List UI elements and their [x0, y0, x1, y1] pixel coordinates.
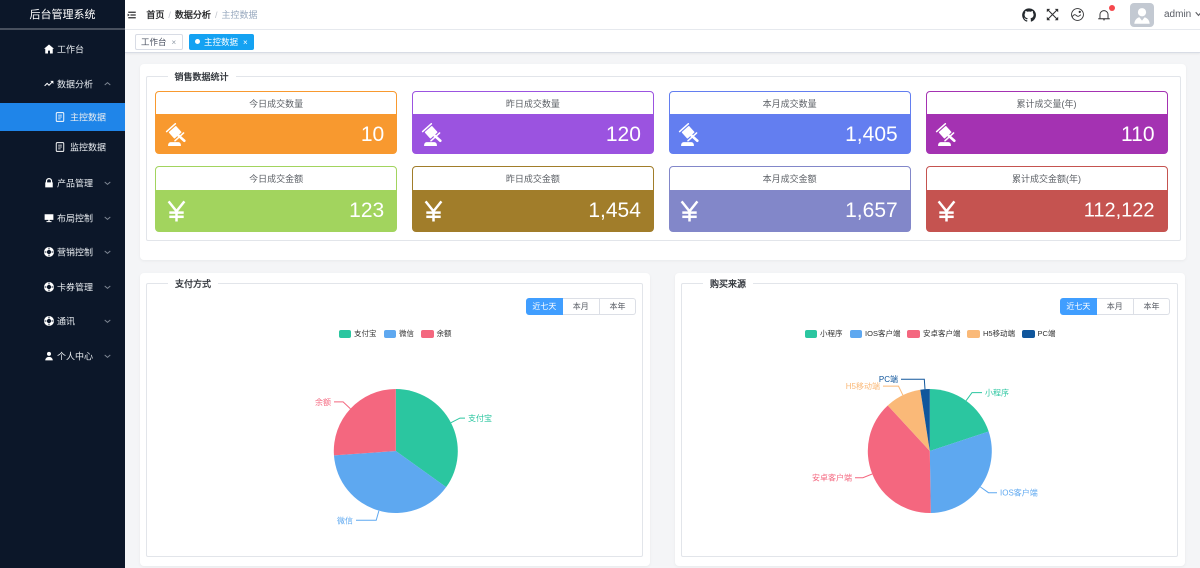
- svg-text:小程序: 小程序: [985, 387, 1009, 397]
- svg-text:安卓客户端: 安卓客户端: [812, 473, 852, 483]
- svg-text:微信: 微信: [337, 515, 353, 525]
- svg-text:IOS客户端: IOS客户端: [1000, 488, 1038, 498]
- svg-text:余额: 余额: [315, 397, 331, 407]
- svg-text:H5移动端: H5移动端: [846, 381, 880, 391]
- svg-text:PC端: PC端: [879, 374, 898, 384]
- svg-text:支付宝: 支付宝: [468, 413, 492, 423]
